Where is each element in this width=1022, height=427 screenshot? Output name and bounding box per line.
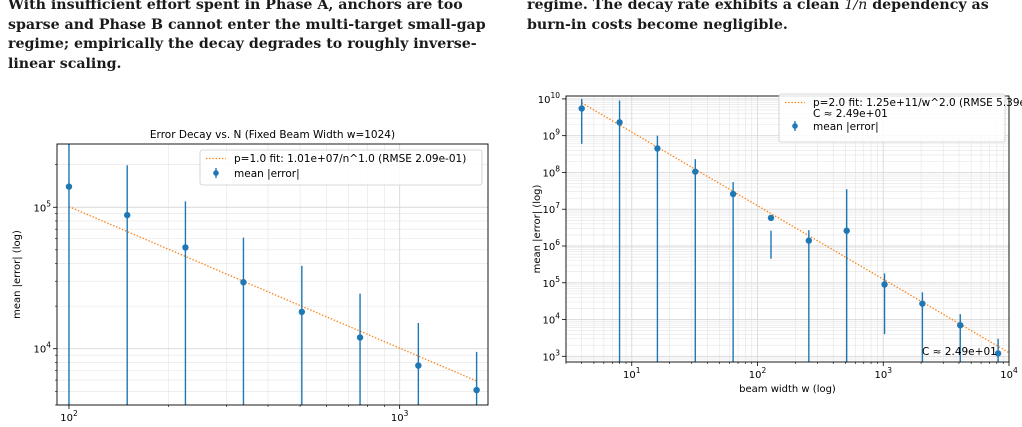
fit-line [68, 206, 477, 382]
legend-point-swatch [792, 123, 798, 129]
caption-right-line-1: regime. The decay rate exhibits a clean … [527, 0, 1013, 16]
y-tick-label: 1010 [538, 91, 561, 106]
plot-area [578, 98, 1009, 362]
data-point [729, 190, 737, 198]
chart-title: Error Decay vs. N (Fixed Beam Width w=10… [150, 129, 395, 141]
data-point [692, 168, 699, 175]
caption-left: With insufficient effort spent in Phase … [8, 0, 504, 74]
data-point [473, 386, 480, 394]
data-point [881, 281, 888, 288]
legend-frame [778, 93, 1006, 143]
legend-fit-label-line2: C ≈ 2.49e+01 [813, 108, 888, 120]
data-point [994, 350, 1002, 357]
legend-point-swatch [213, 170, 219, 176]
y-axis-label: mean |error| (log) [12, 230, 23, 319]
data-point [805, 237, 813, 244]
data-point [298, 308, 306, 316]
data-point [578, 105, 585, 112]
annotation-label: C ≈ 2.49e+01 [922, 346, 997, 358]
data-point [356, 334, 364, 341]
plot-area [65, 144, 480, 405]
caption-left-line: regime; empirically the decay degrades t… [8, 36, 477, 52]
legend: p=1.0 fit: 1.01e+07/n^1.0 (RMSE 2.09e-01… [199, 149, 483, 186]
legend: p=2.0 fit: 1.25e+11/w^2.0 (RMSE 5.39e-01… [778, 93, 1022, 143]
caption-left-line: With insufficient effort spent in Phase … [8, 0, 463, 13]
y-tick-label: 104 [33, 341, 51, 356]
x-tick-label: 101 [623, 366, 641, 381]
y-tick-label: 108 [542, 164, 560, 179]
caption-right-math: 1/n [844, 0, 868, 13]
data-point [919, 300, 926, 307]
y-tick-label: 105 [542, 275, 560, 290]
data-point [654, 145, 661, 152]
data-point [182, 244, 189, 251]
y-axis-label: mean |error| (log) [532, 185, 543, 274]
data-point [415, 362, 422, 369]
legend-fit-label: p=2.0 fit: 1.25e+11/w^2.0 (RMSE 5.39e-01… [813, 97, 1022, 109]
caption-left-line: linear scaling. [8, 55, 122, 72]
legend-frame [199, 149, 483, 186]
axes-frame [56, 143, 489, 406]
legend-data-label: mean |error| [813, 121, 879, 133]
x-tick-label: 103 [391, 409, 409, 424]
data-point [957, 322, 964, 329]
data-point [240, 279, 247, 286]
y-tick-label: 106 [542, 238, 560, 253]
x-tick-label: 103 [874, 366, 892, 381]
caption-right-line-2: burn-in costs become negligible. [527, 16, 788, 33]
x-tick-label: 102 [749, 366, 767, 381]
grid [57, 144, 488, 406]
x-axis-label: beam width w (log) [739, 384, 836, 395]
y-tick-label: 104 [542, 312, 560, 327]
legend-data-label: mean |error| [234, 168, 300, 180]
caption-left-line: sparse and Phase B cannot enter the mult… [8, 16, 486, 33]
data-point [124, 211, 131, 219]
y-tick-label: 103 [542, 348, 560, 363]
data-point [65, 183, 73, 190]
data-point [767, 214, 775, 222]
data-point [843, 227, 850, 234]
y-tick-label: 105 [33, 199, 51, 214]
y-tick-label: 107 [542, 201, 560, 216]
legend-fit-label: p=1.0 fit: 1.01e+07/n^1.0 (RMSE 2.09e-01… [234, 153, 466, 165]
chart-beam-width-decay: 101 102 103 104 103 104 105 106 107 108 109 1010 mea… [532, 91, 1022, 395]
data-point [616, 119, 623, 126]
y-tick-label: 109 [542, 128, 560, 143]
fit-line [581, 102, 1009, 354]
x-tick-label: 102 [60, 409, 78, 424]
caption-right-text-tail: dependency as [867, 0, 989, 13]
x-tick-label: 104 [1000, 366, 1018, 381]
caption-right-text: regime. The decay rate exhibits a clean [527, 0, 845, 13]
caption-right: regime. The decay rate exhibits a clean … [527, 0, 1013, 35]
